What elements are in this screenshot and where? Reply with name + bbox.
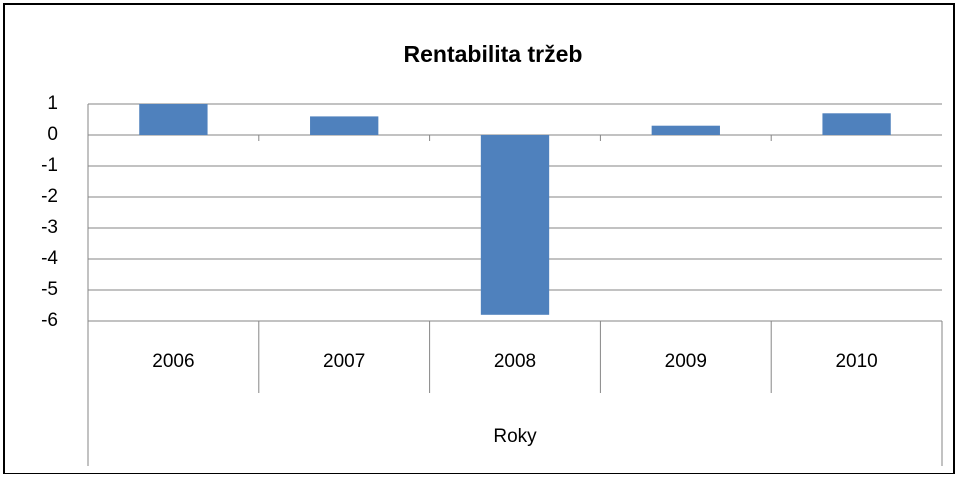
- x-tick-label: 2009: [665, 351, 707, 372]
- chart-border: [3, 3, 955, 475]
- y-tick-label: -3: [41, 217, 58, 238]
- y-tick-label: 1: [47, 93, 58, 114]
- bar: [822, 113, 891, 135]
- y-tick-label: -4: [41, 248, 58, 269]
- chart-title: Rentabilita tržeb: [404, 41, 583, 67]
- x-tick-label: 2010: [835, 351, 877, 372]
- x-axis-label: Roky: [493, 426, 537, 447]
- x-tick-label: 2006: [152, 351, 194, 372]
- bar: [139, 104, 208, 135]
- bar: [480, 135, 550, 315]
- y-tick-label: -6: [41, 310, 58, 331]
- y-tick-label: 0: [47, 124, 58, 145]
- bar: [651, 125, 720, 135]
- bar: [310, 116, 379, 135]
- x-tick-label: 2007: [323, 351, 365, 372]
- y-tick-label: -1: [41, 155, 58, 176]
- y-tick-label: -5: [41, 279, 58, 300]
- y-tick-label: -2: [41, 186, 58, 207]
- x-tick-label: 2008: [494, 351, 536, 372]
